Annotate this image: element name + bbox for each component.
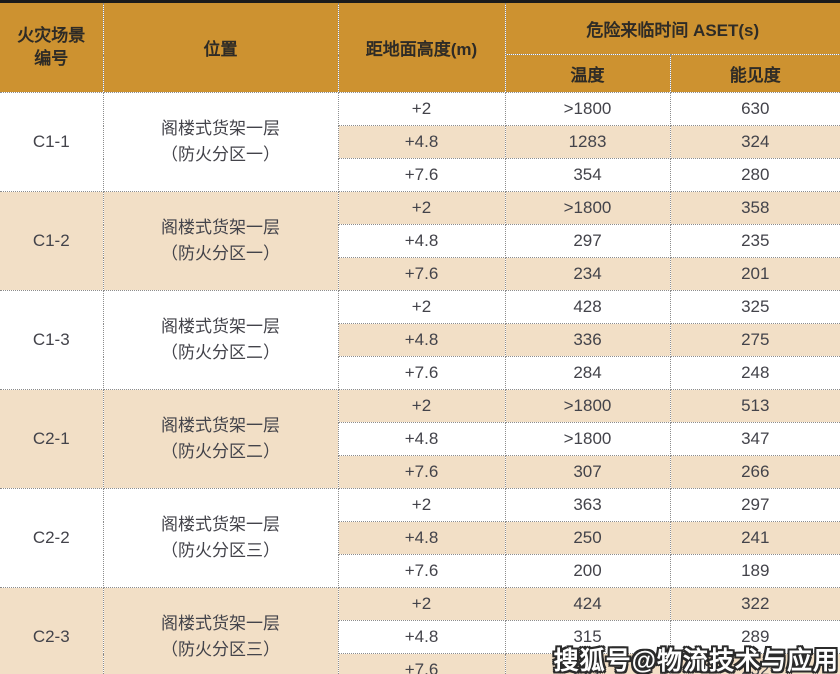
table-row: C2-2 阁楼式货架一层 （防火分区三） +2 363 297 <box>0 488 840 588</box>
location-cell: 阁楼式货架一层 （防火分区三） <box>102 587 339 674</box>
height-cell: +7.6 <box>338 158 506 192</box>
height-cell: +4.8 <box>338 620 506 654</box>
visibility-cell: 275 <box>669 323 840 357</box>
table-row: +7.6 200 189 <box>0 554 840 588</box>
visibility-cell: 232 <box>669 653 840 674</box>
scenario-id-cell: C2-3 <box>0 587 104 674</box>
table-row: +4.8 315 289 <box>0 620 840 654</box>
visibility-cell: 241 <box>669 521 840 555</box>
visibility-cell: 358 <box>669 191 840 225</box>
table-row: C1-2 阁楼式货架一层 （防火分区一） +2 >1800 358 <box>0 191 840 291</box>
table-row: +7.6 234 201 <box>0 257 840 291</box>
header-height-above-ground: 距地面高度(m) <box>337 1 506 93</box>
height-cell: +4.8 <box>338 521 506 555</box>
visibility-cell: 266 <box>669 455 840 489</box>
height-cell: +2 <box>337 587 506 621</box>
visibility-cell: 280 <box>669 158 840 192</box>
table-header: 火灾场景 编号 位置 距地面高度(m) 危险来临时间 ASET(s) 温度 能见… <box>0 1 840 93</box>
temperature-cell: 428 <box>504 290 671 324</box>
height-cell: +4.8 <box>338 224 506 258</box>
visibility-cell: 248 <box>669 356 840 390</box>
temperature-cell: 315 <box>504 620 671 654</box>
scenario-id-cell: C1-3 <box>0 290 104 390</box>
table-row: +7.6 307 266 <box>0 455 840 489</box>
temperature-cell: 336 <box>504 323 671 357</box>
visibility-cell: 630 <box>669 92 840 126</box>
table-row: C2-3 阁楼式货架一层 （防火分区三） +2 424 322 <box>0 587 840 674</box>
location-cell: 阁楼式货架一层 （防火分区二） <box>102 389 339 489</box>
height-cell: +7.6 <box>338 257 506 291</box>
table-row: +4.8 297 235 <box>0 224 840 258</box>
header-aset: 危险来临时间 ASET(s) <box>504 1 840 55</box>
temperature-cell: >1800 <box>504 422 671 456</box>
table-row: +4.8 336 275 <box>0 323 840 357</box>
temperature-cell: >1800 <box>504 191 671 225</box>
temperature-cell: 234 <box>504 257 671 291</box>
temperature-cell: 1283 <box>504 125 671 159</box>
visibility-cell: 189 <box>669 554 840 588</box>
table-body: C1-1 阁楼式货架一层 （防火分区一） +2 >1800 630 +4.8 1… <box>0 92 840 674</box>
height-cell: +4.8 <box>338 422 506 456</box>
scenario-id-cell: C2-2 <box>0 488 104 588</box>
height-cell: +2 <box>337 389 506 423</box>
scenario-id-cell: C2-1 <box>0 389 104 489</box>
header-fire-scenario-id: 火灾场景 编号 <box>0 1 104 93</box>
visibility-cell: 289 <box>669 620 840 654</box>
visibility-cell: 201 <box>669 257 840 291</box>
temperature-cell: 284 <box>504 356 671 390</box>
height-cell: +4.8 <box>338 125 506 159</box>
table-row: +7.6 284 248 <box>0 356 840 390</box>
visibility-cell: 324 <box>669 125 840 159</box>
height-cell: +2 <box>337 290 506 324</box>
height-cell: +7.6 <box>338 455 506 489</box>
temperature-cell: 297 <box>504 224 671 258</box>
height-cell: +7.6 <box>338 554 506 588</box>
header-temperature: 温度 <box>505 54 671 93</box>
location-cell: 阁楼式货架一层 （防火分区一） <box>102 92 339 192</box>
height-cell: +4.8 <box>338 323 506 357</box>
height-cell: +7.6 <box>338 356 506 390</box>
scenario-id-cell: C1-1 <box>0 92 104 192</box>
visibility-cell: 297 <box>669 488 840 522</box>
height-cell: +2 <box>337 488 506 522</box>
temperature-cell: 363 <box>504 488 671 522</box>
visibility-cell: 325 <box>669 290 840 324</box>
temperature-cell: 424 <box>504 587 671 621</box>
header-visibility: 能见度 <box>669 54 840 93</box>
temperature-cell: 261 <box>504 653 671 674</box>
table-row: +7.6 261 232 <box>0 653 840 674</box>
temperature-cell: 354 <box>504 158 671 192</box>
sohu-watermark: 搜狐号@物流技术与应用 <box>553 647 839 674</box>
temperature-cell: 200 <box>504 554 671 588</box>
temperature-cell: >1800 <box>504 92 671 126</box>
scenario-id-cell: C1-2 <box>0 191 104 291</box>
location-cell: 阁楼式货架一层 （防火分区一） <box>102 191 339 291</box>
location-cell: 阁楼式货架一层 （防火分区三） <box>102 488 339 588</box>
table-row: C1-1 阁楼式货架一层 （防火分区一） +2 >1800 630 <box>0 92 840 192</box>
header-location: 位置 <box>102 1 339 93</box>
table-row: +4.8 >1800 347 <box>0 422 840 456</box>
temperature-cell: 307 <box>504 455 671 489</box>
temperature-cell: 250 <box>504 521 671 555</box>
visibility-cell: 513 <box>669 389 840 423</box>
height-cell: +2 <box>337 191 506 225</box>
table-row: C1-3 阁楼式货架一层 （防火分区二） +2 428 325 <box>0 290 840 390</box>
table-row: C2-1 阁楼式货架一层 （防火分区二） +2 >1800 513 <box>0 389 840 489</box>
table-row: +4.8 250 241 <box>0 521 840 555</box>
location-cell: 阁楼式货架一层 （防火分区二） <box>102 290 339 390</box>
height-cell: +2 <box>337 92 506 126</box>
visibility-cell: 322 <box>669 587 840 621</box>
visibility-cell: 235 <box>669 224 840 258</box>
visibility-cell: 347 <box>669 422 840 456</box>
height-cell: +7.6 <box>338 653 506 674</box>
temperature-cell: >1800 <box>504 389 671 423</box>
